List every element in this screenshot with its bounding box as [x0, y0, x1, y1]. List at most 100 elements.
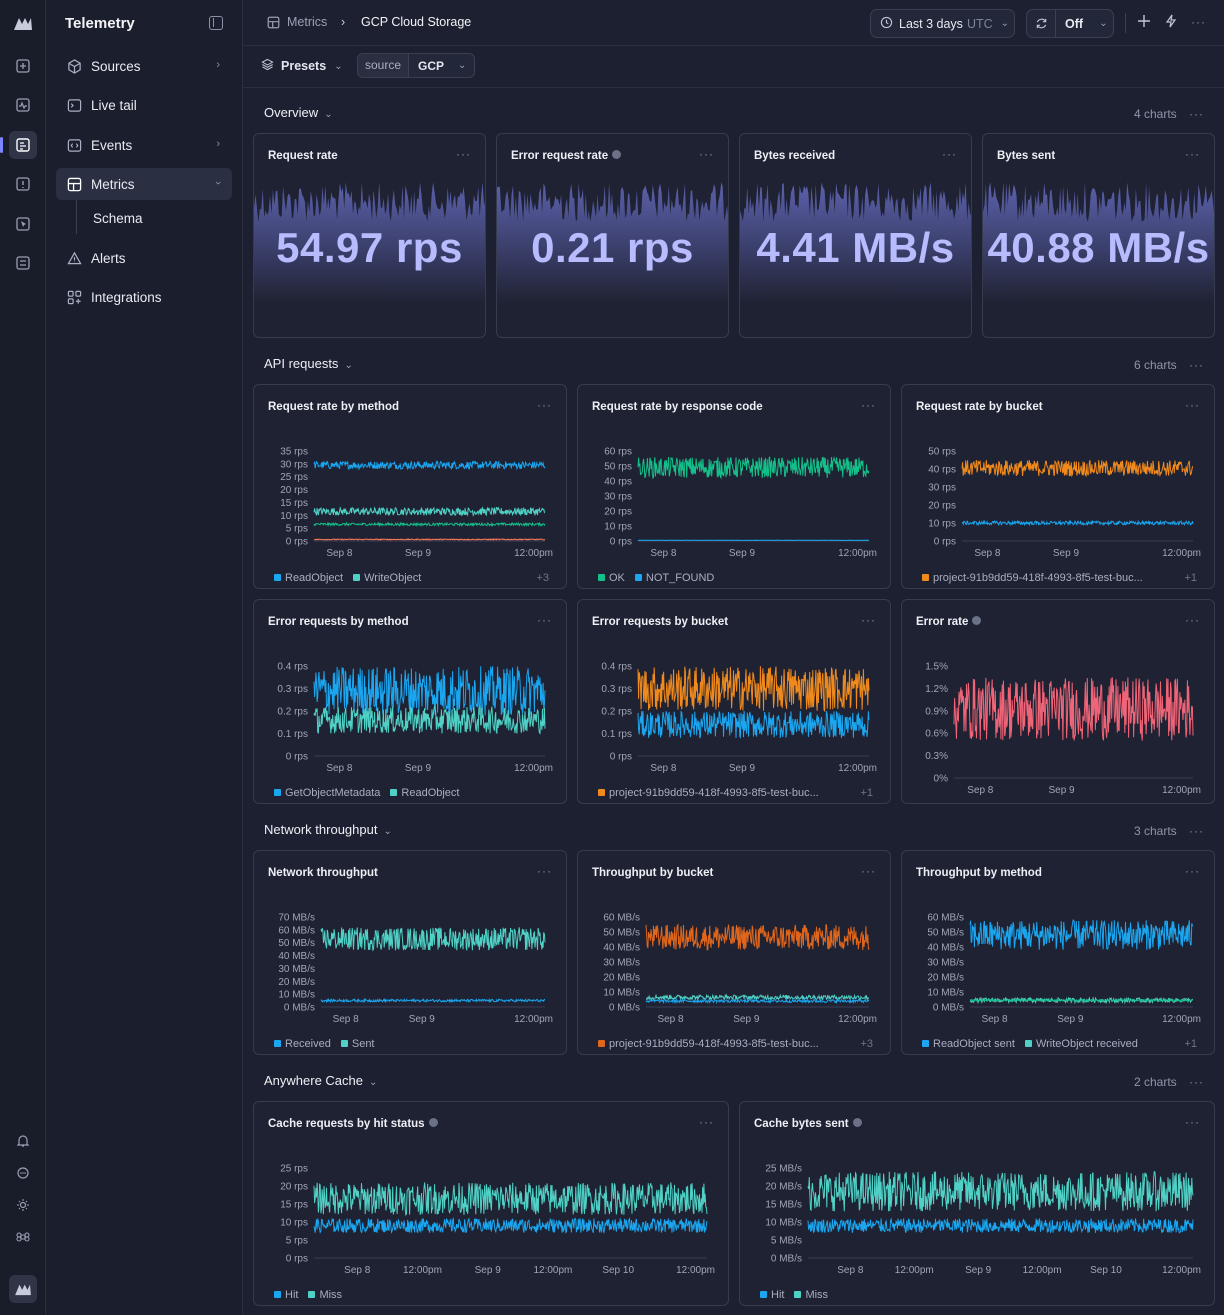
- legend-item[interactable]: ReadObject sent: [922, 1038, 1015, 1050]
- info-icon[interactable]: [612, 150, 622, 159]
- more-options-icon[interactable]: ···: [456, 147, 471, 161]
- stat-title: Error request rate: [511, 150, 609, 162]
- chart-card[interactable]: Error rate ··· 1.5% 1.2% 0.9% 0.6% 0.3% 0% Sep 8…: [901, 599, 1215, 804]
- chart-title-text: Request rate by response code: [592, 401, 763, 413]
- chart-card[interactable]: Error requests by method ··· 0.4 rps 0.3 rp…: [253, 599, 567, 804]
- section-network-throughput[interactable]: Network throughput ⌄: [264, 822, 392, 837]
- info-icon[interactable]: [852, 1118, 862, 1127]
- stat-card[interactable]: Request rate ··· 54.97 rps: [253, 133, 486, 338]
- chart-card[interactable]: Cache bytes sent ··· 25 MB/s 20 MB/s 15 MB/s…: [739, 1101, 1215, 1306]
- legend-item[interactable]: NOT_FOUND: [634, 572, 714, 584]
- more-options-icon[interactable]: ···: [1189, 358, 1204, 372]
- y-tick-label: 15 MB/s: [765, 1200, 802, 1211]
- refresh-icon[interactable]: [1027, 10, 1056, 37]
- stat-card[interactable]: Error request rate ··· 0.21 rps: [496, 133, 729, 338]
- legend-item[interactable]: Received: [274, 1038, 331, 1050]
- y-tick-label: 0 rps: [286, 537, 308, 548]
- telemetry-icon[interactable]: [0, 131, 37, 159]
- sidebar-item-sources[interactable]: Sources ›: [56, 50, 232, 82]
- sun-icon[interactable]: [9, 1191, 37, 1219]
- x-tick-label: 12:00pm: [533, 1265, 572, 1276]
- chart-card[interactable]: Throughput by method ··· 60 MB/s 50 MB/s 40 …: [901, 850, 1215, 1055]
- legend-item[interactable]: ReadObject: [274, 572, 343, 584]
- legend-item[interactable]: Hit: [274, 1289, 298, 1301]
- chart-card[interactable]: Network throughput ··· 70 MB/s 60 MB/s 50 MB…: [253, 850, 567, 1055]
- time-range-picker[interactable]: Last 3 days UTC ⌄: [870, 9, 1015, 38]
- chart-card[interactable]: Request rate by method ··· 35 rps 30 rps 25 …: [253, 384, 567, 589]
- legend-item[interactable]: WriteObject received: [1024, 1038, 1138, 1050]
- info-icon[interactable]: [428, 1118, 438, 1127]
- legend-item[interactable]: Miss: [308, 1289, 342, 1301]
- info-icon[interactable]: [972, 616, 982, 625]
- more-options-icon[interactable]: ···: [1189, 1075, 1204, 1089]
- more-options-icon[interactable]: ···: [1189, 107, 1204, 121]
- sparkle-icon[interactable]: [9, 52, 37, 80]
- chat-icon[interactable]: [9, 1159, 37, 1187]
- legend-item[interactable]: OK: [598, 572, 625, 584]
- lightning-icon[interactable]: [1164, 14, 1178, 33]
- more-options-icon[interactable]: ···: [861, 864, 876, 878]
- more-options-icon[interactable]: ···: [861, 613, 876, 627]
- sidebar-item-events[interactable]: Events ›: [56, 129, 232, 161]
- add-icon[interactable]: [1137, 14, 1151, 33]
- more-options-icon[interactable]: ···: [942, 147, 957, 161]
- presets-dropdown[interactable]: Presets ⌄: [261, 58, 343, 74]
- chart-card[interactable]: Throughput by bucket ··· 60 MB/s 50 MB/s 40 …: [577, 850, 891, 1055]
- cursor-icon[interactable]: [9, 210, 37, 238]
- legend-more[interactable]: +3: [860, 1038, 873, 1050]
- workspace-avatar[interactable]: [9, 1275, 37, 1303]
- more-options-icon[interactable]: ···: [537, 398, 552, 412]
- chart-card[interactable]: Error requests by bucket ··· 0.4 rps 0.3 rp…: [577, 599, 891, 804]
- more-options-icon[interactable]: ···: [1185, 613, 1200, 627]
- more-options-icon[interactable]: ···: [699, 1115, 714, 1129]
- breadcrumb-metrics[interactable]: Metrics: [287, 15, 328, 29]
- sidebar-item-live-tail[interactable]: Live tail: [56, 89, 232, 121]
- section-overview[interactable]: Overview ⌄: [264, 105, 333, 120]
- source-filter[interactable]: source GCP ⌄: [357, 53, 476, 78]
- bell-icon[interactable]: [9, 1127, 37, 1155]
- chart-card[interactable]: Request rate by bucket ··· 50 rps 40 rps 30 …: [901, 384, 1215, 589]
- chart-card[interactable]: Cache requests by hit status ··· 25 rps 20 …: [253, 1101, 729, 1306]
- collapse-sidebar-icon[interactable]: [209, 16, 223, 30]
- legend-item[interactable]: GetObjectMetadata: [274, 787, 380, 799]
- more-options-icon[interactable]: ···: [699, 147, 714, 161]
- more-options-icon[interactable]: ···: [1191, 15, 1206, 29]
- legend-more[interactable]: +1: [860, 787, 873, 799]
- stat-card[interactable]: Bytes sent ··· 40.88 MB/s: [982, 133, 1215, 338]
- logo-icon[interactable]: [9, 9, 37, 37]
- settings-box-icon[interactable]: [9, 249, 37, 277]
- legend-item[interactable]: project-91b9dd59-418f-4993-8f5-test-buc.…: [598, 1038, 819, 1050]
- sidebar-item-schema[interactable]: Schema: [83, 202, 232, 234]
- legend-item[interactable]: Hit: [760, 1289, 784, 1301]
- stat-card[interactable]: Bytes received ··· 4.41 MB/s: [739, 133, 972, 338]
- more-options-icon[interactable]: ···: [1185, 398, 1200, 412]
- legend-more[interactable]: +1: [1184, 572, 1197, 584]
- more-options-icon[interactable]: ···: [1185, 147, 1200, 161]
- more-options-icon[interactable]: ···: [1189, 824, 1204, 838]
- legend-item[interactable]: project-91b9dd59-418f-4993-8f5-test-buc.…: [922, 572, 1143, 584]
- refresh-control[interactable]: Off ⌄: [1026, 9, 1114, 38]
- more-options-icon[interactable]: ···: [1185, 1115, 1200, 1129]
- alert-box-icon[interactable]: [9, 170, 37, 198]
- sidebar-item-metrics[interactable]: Metrics ›: [56, 168, 232, 200]
- legend-item[interactable]: Sent: [340, 1038, 375, 1050]
- legend-item[interactable]: ReadObject: [390, 787, 459, 799]
- legend-item[interactable]: Miss: [794, 1289, 828, 1301]
- more-options-icon[interactable]: ···: [537, 613, 552, 627]
- more-options-icon[interactable]: ···: [1185, 864, 1200, 878]
- legend-more[interactable]: +3: [536, 572, 549, 584]
- legend-item[interactable]: WriteObject: [353, 572, 421, 584]
- legend-label: project-91b9dd59-418f-4993-8f5-test-buc.…: [933, 572, 1143, 584]
- more-options-icon[interactable]: ···: [537, 864, 552, 878]
- command-icon[interactable]: [9, 1223, 37, 1251]
- chart-card[interactable]: Request rate by response code ··· 60 rps 50…: [577, 384, 891, 589]
- sidebar-item-integrations[interactable]: Integrations: [56, 281, 232, 313]
- sidebar-item-alerts[interactable]: Alerts: [56, 242, 232, 274]
- section-api-requests[interactable]: API requests ⌄: [264, 356, 353, 371]
- y-tick-label: 10 rps: [280, 511, 308, 522]
- activity-icon[interactable]: [9, 91, 37, 119]
- more-options-icon[interactable]: ···: [861, 398, 876, 412]
- legend-more[interactable]: +1: [1184, 1038, 1197, 1050]
- section-anywhere-cache[interactable]: Anywhere Cache ⌄: [264, 1073, 377, 1088]
- legend-item[interactable]: project-91b9dd59-418f-4993-8f5-test-buc.…: [598, 787, 819, 799]
